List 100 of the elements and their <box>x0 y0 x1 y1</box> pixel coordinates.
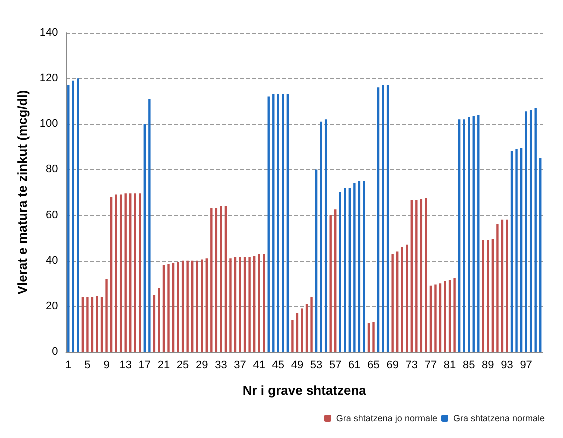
legend-label: Gra shtatzena jo normale <box>336 414 438 424</box>
bar <box>372 322 375 352</box>
bar <box>168 264 170 352</box>
bar <box>268 96 270 352</box>
bar <box>130 194 132 352</box>
bar <box>91 297 94 352</box>
bar <box>520 148 523 352</box>
x-tick-label: 1 <box>66 360 72 372</box>
bar <box>177 262 180 352</box>
bar <box>215 208 218 352</box>
bar <box>354 183 356 352</box>
x-tick-label: 61 <box>348 360 361 372</box>
bar <box>234 257 237 352</box>
bar <box>401 247 404 352</box>
bar <box>144 124 146 352</box>
bar <box>506 220 508 352</box>
bar <box>120 194 122 352</box>
legend-label: Gra shtatzena normale <box>453 414 545 424</box>
bar <box>162 265 166 352</box>
bar <box>172 263 175 352</box>
bar <box>434 284 437 352</box>
bar <box>540 158 542 352</box>
bar <box>425 198 428 352</box>
y-tick-label: 0 <box>52 346 58 358</box>
x-tick-label: 89 <box>482 360 494 372</box>
bar <box>439 284 442 352</box>
bar <box>239 257 242 352</box>
bar <box>501 220 504 352</box>
bar <box>468 117 470 352</box>
bar <box>496 224 499 352</box>
bar <box>534 108 537 352</box>
x-tick-label: 9 <box>104 360 110 372</box>
bar <box>124 194 127 352</box>
bar <box>72 80 75 352</box>
bar <box>363 181 366 352</box>
x-tick-label: 69 <box>386 360 399 372</box>
x-tick-label: 21 <box>158 360 170 372</box>
bar <box>324 120 328 352</box>
x-tick-label: 45 <box>272 360 285 372</box>
x-tick-label: 5 <box>84 360 91 372</box>
bar <box>115 194 118 352</box>
bar <box>224 206 228 352</box>
bar <box>478 115 480 352</box>
x-tick-label: 57 <box>329 360 342 372</box>
bar <box>306 304 308 352</box>
x-tick-label: 93 <box>501 360 514 372</box>
bar <box>487 240 490 352</box>
y-axis-title: Vlerat e matura te zinkut (mcg/dl) <box>15 90 30 295</box>
bar <box>230 258 232 352</box>
bar <box>277 94 280 352</box>
bar <box>410 200 413 352</box>
bar <box>396 252 399 352</box>
bar <box>530 110 532 352</box>
bar <box>77 78 80 352</box>
bar <box>301 308 304 352</box>
y-tick-label: 20 <box>46 300 58 312</box>
y-tick-label: 60 <box>46 209 58 222</box>
bar <box>182 260 184 352</box>
x-tick-label: 73 <box>406 360 418 372</box>
bar <box>330 215 332 352</box>
x-tick-label: 53 <box>310 360 323 372</box>
bar <box>191 260 194 352</box>
bar <box>339 192 342 352</box>
x-tick-label: 77 <box>424 360 438 372</box>
x-axis-title: Nr i grave shtatzena <box>242 383 368 398</box>
bar <box>472 116 475 352</box>
bar <box>348 188 352 352</box>
x-tick-label: 17 <box>138 360 152 372</box>
bar <box>96 296 98 352</box>
bar <box>320 122 322 352</box>
bar <box>315 170 318 352</box>
bar <box>416 200 418 352</box>
bar <box>334 210 337 352</box>
bar <box>134 194 136 352</box>
x-tick-label: 13 <box>120 360 132 372</box>
bar <box>196 260 198 352</box>
bar <box>458 120 461 352</box>
x-tick-label: 37 <box>234 360 246 372</box>
bar <box>186 260 189 352</box>
bar <box>106 279 108 352</box>
bar <box>110 197 113 352</box>
bar <box>153 295 156 352</box>
x-tick-label: 49 <box>291 360 304 372</box>
bar <box>244 257 246 352</box>
bar <box>82 297 84 352</box>
bar <box>516 149 518 352</box>
bar <box>292 320 294 352</box>
bar <box>86 297 89 352</box>
bar <box>206 258 208 352</box>
bar <box>492 239 494 352</box>
bar <box>392 254 394 352</box>
x-tick-label: 41 <box>253 360 266 372</box>
y-tick-label: 140 <box>40 27 58 39</box>
bar <box>358 181 361 352</box>
bar <box>139 194 142 352</box>
bar <box>258 254 260 352</box>
bar <box>482 240 485 352</box>
bar <box>430 286 432 352</box>
bar <box>406 244 408 352</box>
bar <box>368 324 370 352</box>
